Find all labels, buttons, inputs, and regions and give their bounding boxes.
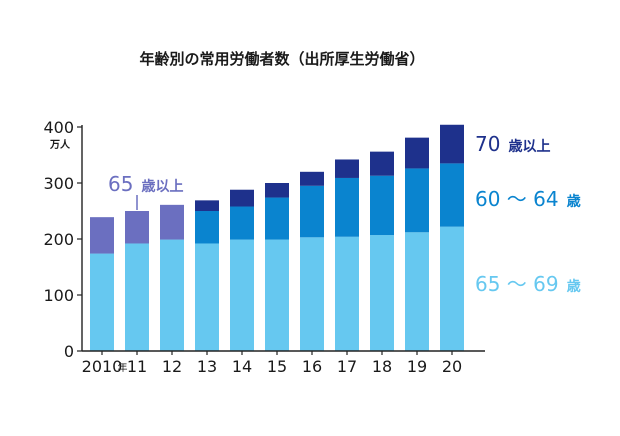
y-tick-label: 200: [43, 230, 74, 249]
bar-segment-1-9: [405, 168, 429, 233]
bar-segment-1-7: [335, 177, 359, 237]
bar-segment-1-6: [300, 185, 324, 238]
annotation-65-over: 65 歳以上: [108, 172, 184, 196]
bar-segment-0-10: [440, 226, 464, 351]
x-tick-label-16: 16: [302, 357, 322, 376]
y-tick-label: 300: [43, 174, 74, 193]
x-year-suffix: 年: [118, 361, 128, 374]
y-tick-label: 400: [43, 118, 74, 137]
bar-segment-0-2: [160, 239, 184, 351]
annotation-65-over-number: 65: [108, 172, 133, 196]
annotation-70-over: 70 歳以上: [475, 132, 551, 156]
x-tick-label-13: 13: [197, 357, 217, 376]
bar-segment-2-10: [440, 124, 464, 164]
bar-segment-3-2: [160, 204, 184, 240]
bar-segment-0-8: [370, 235, 394, 351]
bar-segment-0-6: [300, 237, 324, 351]
x-tick-label-17: 17: [337, 357, 357, 376]
bar-segment-2-6: [300, 171, 324, 186]
bar-segment-0-9: [405, 232, 429, 351]
annotation-65-over-suffix: 歳以上: [142, 178, 184, 195]
annotation-60-64: 60 ～ 64 歳: [475, 187, 581, 211]
y-axis: 0 100 200 300 400: [43, 118, 83, 361]
bar-segment-0-3: [195, 243, 219, 351]
y-tick-label: 0: [64, 342, 74, 361]
chart-title: 年齢別の常用労働者数（出所厚生労働省）: [139, 50, 424, 68]
x-tick-label-19: 19: [407, 357, 427, 376]
annotation-65-69-suffix: 歳: [567, 278, 581, 295]
bar-segment-1-10: [440, 163, 464, 227]
bar-segment-2-7: [335, 159, 359, 178]
y-tick-label: 100: [43, 286, 74, 305]
bars-group: [90, 124, 464, 351]
annotation-70-over-suffix: 歳以上: [509, 138, 551, 155]
bar-segment-2-4: [230, 189, 254, 207]
annotation-65-69: 65 ～ 69 歳: [475, 272, 581, 296]
x-tick-label-11: 11: [127, 357, 147, 376]
x-tick-label-12: 12: [162, 357, 182, 376]
x-axis: 2010 11 12 13 14 15 16 17 18 19 20 年: [82, 350, 485, 376]
bar-segment-1-5: [265, 197, 289, 240]
bar-segment-2-8: [370, 151, 394, 176]
bar-segment-1-4: [230, 206, 254, 240]
annotation-65-69-number: 65 ～ 69: [475, 272, 559, 296]
bar-segment-0-0: [90, 253, 114, 351]
x-tick-label-2010: 2010: [82, 357, 123, 376]
bar-segment-2-9: [405, 137, 429, 169]
x-tick-label-18: 18: [372, 357, 392, 376]
bar-segment-1-3: [195, 211, 219, 244]
bar-segment-1-8: [370, 175, 394, 236]
bar-segment-2-5: [265, 183, 289, 198]
bar-segment-3-1: [125, 211, 149, 244]
x-tick-label-15: 15: [267, 357, 287, 376]
bar-segment-0-1: [125, 243, 149, 351]
bar-segment-0-4: [230, 239, 254, 351]
x-tick-label-20: 20: [442, 357, 462, 376]
x-tick-label-14: 14: [232, 357, 252, 376]
y-axis-unit: 万人: [49, 138, 71, 151]
bar-segment-3-0: [90, 217, 114, 254]
bar-segment-0-7: [335, 236, 359, 351]
annotation-70-over-number: 70: [475, 132, 500, 156]
annotation-60-64-number: 60 ～ 64: [475, 187, 559, 211]
bar-segment-2-3: [195, 200, 219, 211]
bar-segment-0-5: [265, 239, 289, 351]
annotation-60-64-suffix: 歳: [567, 193, 581, 210]
